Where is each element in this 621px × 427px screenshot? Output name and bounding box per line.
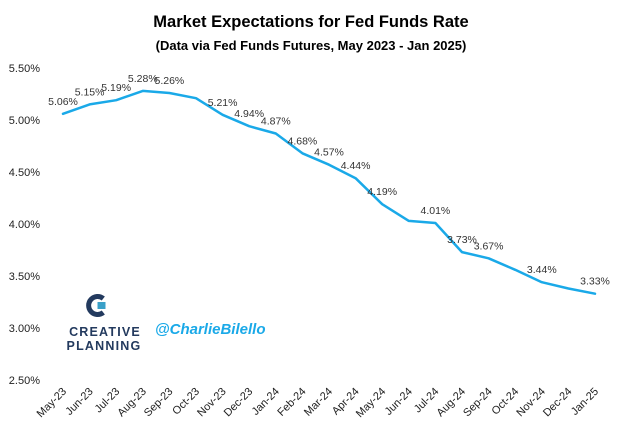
x-tick-label: May-23 [35, 386, 69, 420]
y-tick-label: 3.50% [9, 271, 40, 283]
x-tick-label: Aug-23 [115, 386, 149, 420]
x-tick-label: Jan-25 [569, 386, 601, 418]
x-tick-label: Nov-24 [514, 386, 548, 420]
x-tick-label: Sep-23 [142, 386, 176, 420]
data-label: 4.19% [367, 186, 397, 198]
creative-planning-logo-icon [86, 294, 106, 317]
data-label: 3.44% [527, 264, 557, 276]
author-handle: @CharlieBilello [155, 321, 266, 338]
logo-square-icon [97, 302, 106, 309]
data-label: 5.26% [155, 75, 185, 87]
data-label: 4.94% [234, 108, 264, 120]
chart-title: Market Expectations for Fed Funds Rate [153, 13, 468, 31]
x-axis: May-23Jun-23Jul-23Aug-23Sep-23Oct-23Nov-… [35, 386, 601, 420]
x-tick-label: Feb-24 [275, 386, 308, 419]
y-tick-label: 5.00% [9, 115, 40, 127]
x-tick-label: Dec-24 [541, 386, 575, 420]
logo-arc-outer-icon [86, 294, 105, 317]
creative-planning-logo: CREATIVE PLANNING [67, 294, 142, 353]
data-label: 4.44% [341, 160, 371, 172]
x-tick-label: Sep-24 [461, 386, 495, 420]
series-line [61, 89, 597, 295]
data-label: 4.87% [261, 116, 291, 128]
data-label: 5.15% [75, 86, 105, 98]
logo-text-line1: CREATIVE [69, 325, 141, 339]
data-label: 3.33% [580, 276, 610, 288]
x-tick-label: Jun-24 [383, 386, 415, 418]
y-tick-label: 2.50% [9, 375, 40, 387]
data-label: 5.28% [128, 73, 158, 85]
x-tick-label: Mar-24 [302, 386, 335, 419]
y-tick-label: 3.00% [9, 323, 40, 335]
data-labels: 5.06%5.15%5.19%5.28%5.26% 5.21%4.94%4.87%… [48, 73, 610, 288]
data-label: 3.73% [447, 234, 477, 246]
x-tick-label: Jun-23 [63, 386, 95, 418]
x-tick-label: Aug-24 [435, 386, 469, 420]
data-label: 5.21% [208, 97, 238, 109]
data-label: 4.68% [288, 135, 318, 147]
y-tick-label: 4.00% [9, 219, 40, 231]
y-tick-label: 4.50% [9, 167, 40, 179]
data-label: 4.01% [421, 205, 451, 217]
logo-text-line2: PLANNING [67, 339, 142, 353]
data-label: 3.67% [474, 240, 504, 252]
y-tick-label: 5.50% [9, 63, 40, 75]
x-tick-label: Nov-23 [195, 386, 229, 420]
chart-subtitle: (Data via Fed Funds Futures, May 2023 - … [156, 38, 467, 53]
data-label: 4.57% [314, 147, 344, 159]
data-label: 5.06% [48, 96, 78, 108]
x-tick-label: May-24 [354, 386, 388, 420]
x-tick-label: Dec-23 [222, 386, 256, 420]
data-label: 5.19% [101, 82, 131, 94]
y-axis: 2.50% 3.00% 3.50% 4.00% 4.50% 5.00% 5.50% [9, 63, 40, 387]
